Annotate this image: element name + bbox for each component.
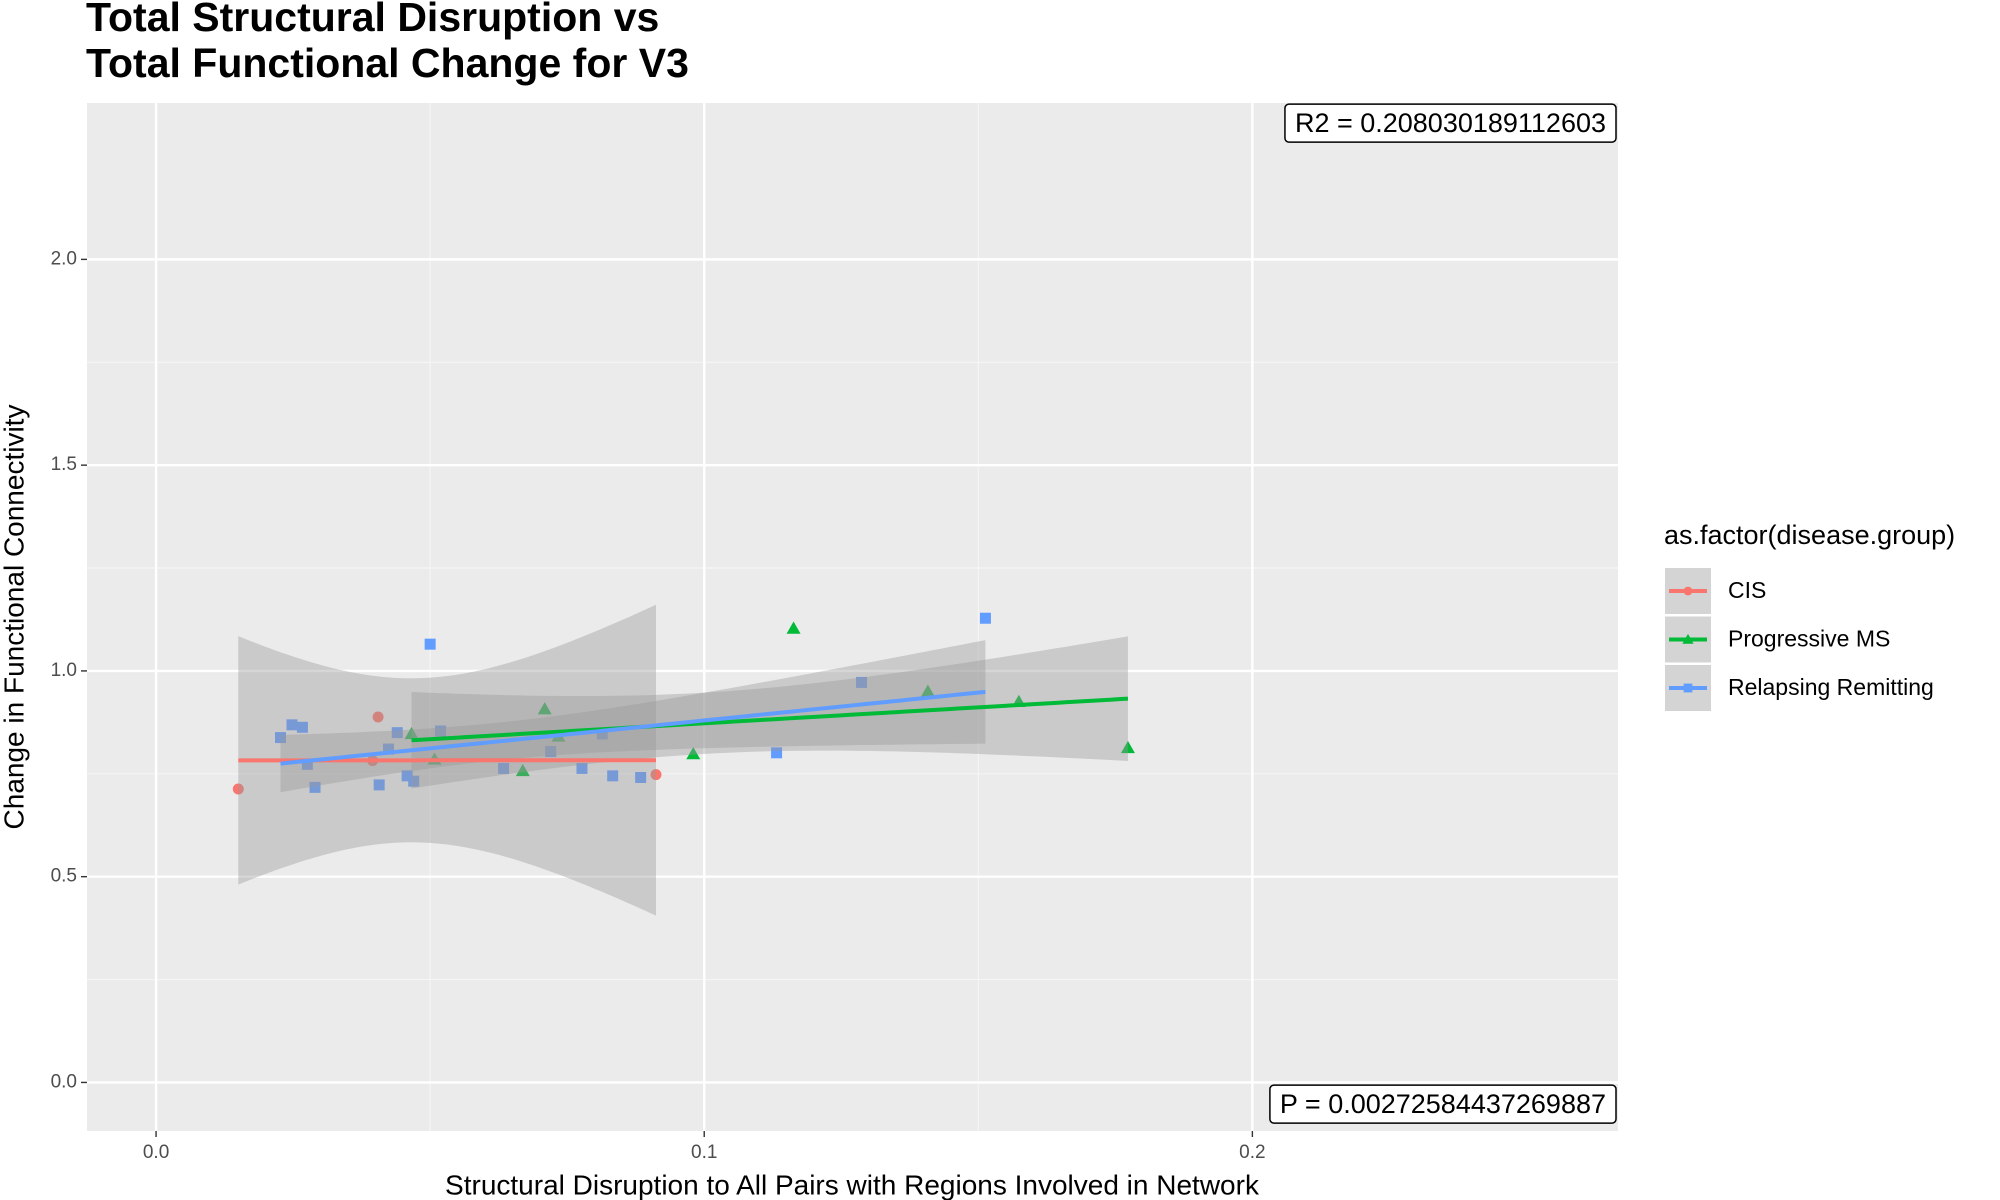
point (404, 726, 419, 740)
x-tick-label: 0.2 (1239, 1142, 1265, 1163)
chart-title: Total Structural Disruption vs (86, 0, 659, 40)
y-tick-label: 1.5 (51, 454, 77, 475)
y-axis-label: Change in Functional Connectivity (0, 405, 29, 830)
legend-label: CIS (1728, 577, 1766, 603)
point (537, 702, 552, 715)
point (635, 771, 647, 783)
x-tick-label: 0.1 (691, 1142, 717, 1163)
point (686, 747, 701, 760)
legend-title: as.factor(disease.group) (1664, 520, 1955, 550)
chart-title: Total Functional Change for V3 (86, 40, 689, 86)
point (596, 728, 608, 740)
point (401, 770, 413, 782)
point (372, 711, 384, 723)
annotation-box (1284, 103, 1617, 143)
point (391, 727, 403, 739)
point (920, 684, 935, 697)
point (301, 758, 313, 770)
point (856, 676, 868, 688)
point (435, 725, 447, 737)
point (274, 732, 286, 744)
x-axis-label: Structural Disruption to All Pairs with … (445, 1169, 1260, 1200)
legend-marker (1683, 683, 1693, 693)
point (979, 612, 991, 624)
y-tick-label: 0.5 (51, 866, 77, 887)
y-tick-label: 2.0 (51, 248, 77, 269)
point (382, 743, 394, 755)
point (1120, 740, 1135, 754)
point (408, 775, 420, 787)
point (424, 638, 436, 650)
point (607, 770, 619, 782)
legend-marker (1682, 633, 1694, 644)
point (498, 762, 510, 774)
point (286, 719, 298, 731)
annotation: P = 0.00272584437269887 (1280, 1089, 1606, 1119)
legend-label: Progressive MS (1728, 626, 1890, 652)
annotation: R2 = 0.208030189112603 (1295, 108, 1606, 138)
point (576, 762, 588, 774)
y-tick-label: 1.0 (51, 660, 77, 681)
point (309, 781, 321, 793)
plot-panel (87, 103, 1618, 1131)
fit-line (280, 689, 986, 766)
y-tick-label: 0.0 (51, 1071, 77, 1092)
point (650, 769, 662, 781)
annotation-box (1269, 1084, 1617, 1124)
legend-marker (1683, 586, 1693, 596)
point (515, 763, 530, 777)
point (786, 621, 801, 634)
point (771, 747, 783, 759)
legend-label: Relapsing Remitting (1728, 674, 1934, 700)
point (232, 783, 244, 795)
x-tick-label: 0.0 (143, 1142, 169, 1163)
confidence-band (280, 640, 986, 793)
fit-line (411, 696, 1129, 743)
point (296, 721, 308, 733)
point (373, 779, 385, 791)
point (545, 746, 557, 758)
